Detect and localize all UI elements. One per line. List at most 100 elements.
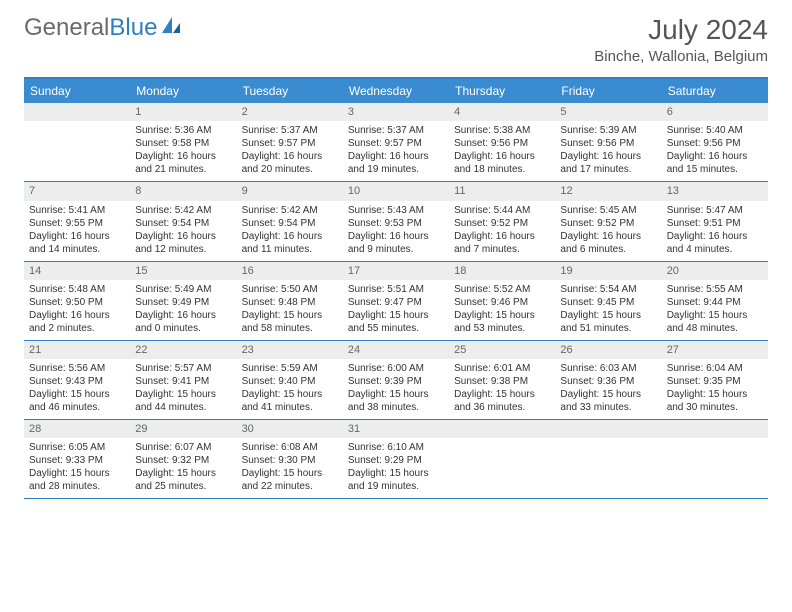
daylight-text: Daylight: 15 hours and 44 minutes. [135, 388, 231, 414]
day-number: 27 [662, 341, 768, 359]
day-cell: 14Sunrise: 5:48 AMSunset: 9:50 PMDayligh… [24, 262, 130, 340]
sunrise-text: Sunrise: 5:43 AM [348, 204, 444, 217]
day-body: Sunrise: 6:10 AMSunset: 9:29 PMDaylight:… [343, 438, 449, 498]
logo-sail-icon [160, 14, 182, 42]
day-number: 21 [24, 341, 130, 359]
day-header-sun: Sunday [24, 79, 130, 103]
day-cell: 23Sunrise: 5:59 AMSunset: 9:40 PMDayligh… [237, 341, 343, 419]
sunrise-text: Sunrise: 5:42 AM [242, 204, 338, 217]
day-body: Sunrise: 5:52 AMSunset: 9:46 PMDaylight:… [449, 280, 555, 340]
day-number: 6 [662, 103, 768, 121]
day-body: Sunrise: 5:56 AMSunset: 9:43 PMDaylight:… [24, 359, 130, 419]
day-cell: 5Sunrise: 5:39 AMSunset: 9:56 PMDaylight… [555, 103, 661, 181]
day-body: Sunrise: 6:08 AMSunset: 9:30 PMDaylight:… [237, 438, 343, 498]
sunset-text: Sunset: 9:44 PM [667, 296, 763, 309]
daylight-text: Daylight: 15 hours and 33 minutes. [560, 388, 656, 414]
day-cell: 18Sunrise: 5:52 AMSunset: 9:46 PMDayligh… [449, 262, 555, 340]
month-title: July 2024 [594, 14, 768, 46]
sunset-text: Sunset: 9:56 PM [560, 137, 656, 150]
sunset-text: Sunset: 9:47 PM [348, 296, 444, 309]
day-cell: 27Sunrise: 6:04 AMSunset: 9:35 PMDayligh… [662, 341, 768, 419]
day-number: 25 [449, 341, 555, 359]
sunset-text: Sunset: 9:51 PM [667, 217, 763, 230]
sunrise-text: Sunrise: 5:54 AM [560, 283, 656, 296]
sunrise-text: Sunrise: 5:59 AM [242, 362, 338, 375]
daylight-text: Daylight: 16 hours and 0 minutes. [135, 309, 231, 335]
daylight-text: Daylight: 15 hours and 19 minutes. [348, 467, 444, 493]
day-cell: 30Sunrise: 6:08 AMSunset: 9:30 PMDayligh… [237, 420, 343, 498]
day-cell: 17Sunrise: 5:51 AMSunset: 9:47 PMDayligh… [343, 262, 449, 340]
sunrise-text: Sunrise: 6:00 AM [348, 362, 444, 375]
sunset-text: Sunset: 9:56 PM [454, 137, 550, 150]
day-number: 29 [130, 420, 236, 438]
sunrise-text: Sunrise: 6:08 AM [242, 441, 338, 454]
daylight-text: Daylight: 15 hours and 48 minutes. [667, 309, 763, 335]
sunset-text: Sunset: 9:30 PM [242, 454, 338, 467]
daylight-text: Daylight: 16 hours and 19 minutes. [348, 150, 444, 176]
day-number: 19 [555, 262, 661, 280]
sunrise-text: Sunrise: 6:07 AM [135, 441, 231, 454]
logo: GeneralBlue [24, 14, 182, 42]
sunrise-text: Sunrise: 5:36 AM [135, 124, 231, 137]
day-number: 13 [662, 182, 768, 200]
sunset-text: Sunset: 9:49 PM [135, 296, 231, 309]
sunrise-text: Sunrise: 6:05 AM [29, 441, 125, 454]
sunset-text: Sunset: 9:52 PM [454, 217, 550, 230]
sunset-text: Sunset: 9:52 PM [560, 217, 656, 230]
day-body: Sunrise: 5:51 AMSunset: 9:47 PMDaylight:… [343, 280, 449, 340]
sunset-text: Sunset: 9:57 PM [348, 137, 444, 150]
daylight-text: Daylight: 15 hours and 38 minutes. [348, 388, 444, 414]
sunset-text: Sunset: 9:56 PM [667, 137, 763, 150]
day-cell: 31Sunrise: 6:10 AMSunset: 9:29 PMDayligh… [343, 420, 449, 498]
day-cell: 2 Sunrise: 5:37 AMSunset: 9:57 PMDaylight… [237, 103, 343, 181]
sunrise-text: Sunrise: 5:37 AM [348, 124, 444, 137]
day-number: 30 [237, 420, 343, 438]
day-cell: 26Sunrise: 6:03 AMSunset: 9:36 PMDayligh… [555, 341, 661, 419]
day-body: Sunrise: 5:42 AMSunset: 9:54 PMDaylight:… [130, 201, 236, 261]
sunrise-text: Sunrise: 5:52 AM [454, 283, 550, 296]
day-body: Sunrise: 6:05 AMSunset: 9:33 PMDaylight:… [24, 438, 130, 498]
daylight-text: Daylight: 16 hours and 2 minutes. [29, 309, 125, 335]
day-number [449, 420, 555, 438]
day-cell: 9 Sunrise: 5:42 AMSunset: 9:54 PMDaylight… [237, 182, 343, 260]
day-number: 2 [237, 103, 343, 121]
sunrise-text: Sunrise: 5:44 AM [454, 204, 550, 217]
day-header-thu: Thursday [449, 79, 555, 103]
sunrise-text: Sunrise: 5:49 AM [135, 283, 231, 296]
day-number: 7 [24, 182, 130, 200]
sunrise-text: Sunrise: 5:38 AM [454, 124, 550, 137]
day-header-mon: Monday [130, 79, 236, 103]
daylight-text: Daylight: 16 hours and 11 minutes. [242, 230, 338, 256]
day-header-tue: Tuesday [237, 79, 343, 103]
day-number: 12 [555, 182, 661, 200]
sunrise-text: Sunrise: 5:37 AM [242, 124, 338, 137]
daylight-text: Daylight: 15 hours and 22 minutes. [242, 467, 338, 493]
day-number: 14 [24, 262, 130, 280]
daylight-text: Daylight: 15 hours and 28 minutes. [29, 467, 125, 493]
day-cell: 21Sunrise: 5:56 AMSunset: 9:43 PMDayligh… [24, 341, 130, 419]
title-block: July 2024 Binche, Wallonia, Belgium [594, 14, 768, 65]
day-number: 22 [130, 341, 236, 359]
sunset-text: Sunset: 9:54 PM [242, 217, 338, 230]
daylight-text: Daylight: 16 hours and 15 minutes. [667, 150, 763, 176]
daylight-text: Daylight: 16 hours and 20 minutes. [242, 150, 338, 176]
sunset-text: Sunset: 9:39 PM [348, 375, 444, 388]
day-number: 18 [449, 262, 555, 280]
sunrise-text: Sunrise: 6:10 AM [348, 441, 444, 454]
daylight-text: Daylight: 16 hours and 14 minutes. [29, 230, 125, 256]
day-body: Sunrise: 5:55 AMSunset: 9:44 PMDaylight:… [662, 280, 768, 340]
day-cell [662, 420, 768, 498]
daylight-text: Daylight: 16 hours and 9 minutes. [348, 230, 444, 256]
day-body: Sunrise: 5:37 AMSunset: 9:57 PMDaylight:… [343, 121, 449, 181]
day-body: Sunrise: 5:54 AMSunset: 9:45 PMDaylight:… [555, 280, 661, 340]
daylight-text: Daylight: 15 hours and 55 minutes. [348, 309, 444, 335]
day-cell: 4Sunrise: 5:38 AMSunset: 9:56 PMDaylight… [449, 103, 555, 181]
day-body: Sunrise: 5:45 AMSunset: 9:52 PMDaylight:… [555, 201, 661, 261]
logo-text-blue: Blue [109, 14, 157, 42]
sunset-text: Sunset: 9:57 PM [242, 137, 338, 150]
day-cell [24, 103, 130, 181]
week-row: 7Sunrise: 5:41 AMSunset: 9:55 PMDaylight… [24, 182, 768, 261]
day-number: 9 [237, 182, 343, 200]
day-cell: 22Sunrise: 5:57 AMSunset: 9:41 PMDayligh… [130, 341, 236, 419]
sunset-text: Sunset: 9:50 PM [29, 296, 125, 309]
